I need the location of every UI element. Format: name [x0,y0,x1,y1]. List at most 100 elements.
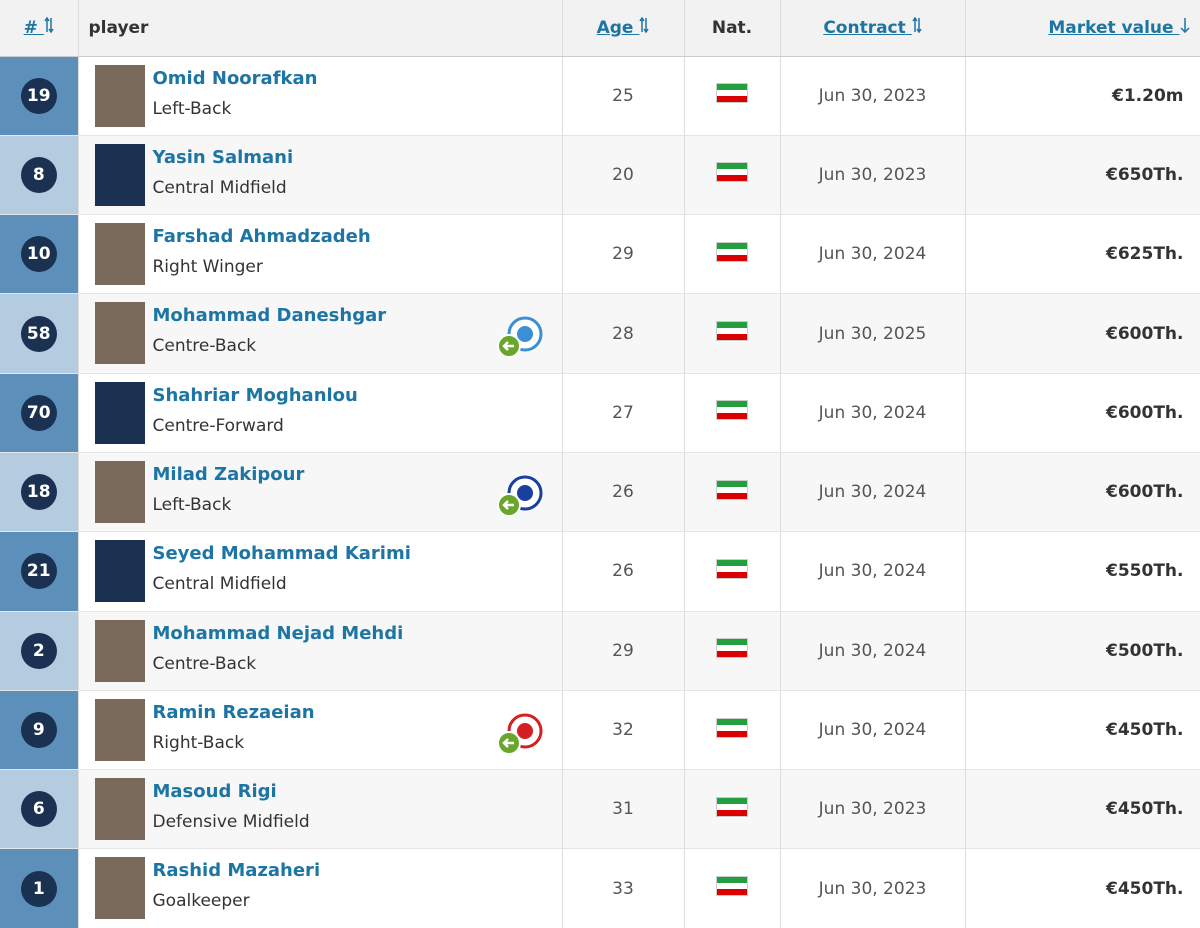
player-row: 70 Shahriar Moghanlou Centre-Forward 27 Jun … [0,373,1200,453]
player-name[interactable]: Farshad Ahmadzadeh [152,226,371,248]
contract: Jun 30, 2024 [780,373,966,453]
table-header: # player Age Nat. Contract Market value [0,0,1200,57]
number-cell: 58 [0,293,79,374]
value-header[interactable]: Market value [965,0,1200,57]
player-row: 2 Mohammad Nejad Mehdi Centre-Back 29 Jun 30… [0,611,1200,691]
player-cell: Omid Noorafkan Left-Back [78,56,563,136]
player-name[interactable]: Rashid Mazaheri [152,860,321,882]
number-cell: 9 [0,690,79,771]
player-row: 10 Farshad Ahmadzadeh Right Winger 29 Jun 30… [0,214,1200,295]
number-cell: 1 [0,848,79,928]
flag-icon [716,876,748,897]
player-position: Left-Back [152,494,232,515]
player-photo [94,302,145,365]
market-value: €500Th. [965,611,1200,691]
sort-icon [1179,18,1190,34]
flag-icon [716,717,748,738]
flag-icon [716,558,748,579]
shirt-number: 70 [20,394,57,431]
number-cell: 70 [0,373,79,453]
player-name[interactable]: Milad Zakipour [152,463,305,485]
player-name[interactable]: Shahriar Moghanlou [152,384,358,406]
header-text[interactable]: # [23,18,38,39]
contract: Jun 30, 2024 [780,531,966,612]
contract: Jun 30, 2023 [780,135,966,216]
player-name[interactable]: Omid Noorafkan [152,67,318,89]
header-text: Nat. [711,17,753,38]
header-text[interactable]: Age [596,18,634,39]
flag-icon [716,400,748,421]
player-cell: Farshad Ahmadzadeh Right Winger [78,214,563,295]
age: 27 [562,373,685,453]
club-icon [496,713,542,755]
player-photo [94,857,145,920]
age: 25 [562,56,685,136]
flag-icon [716,321,748,342]
player-name[interactable]: Ramin Rezaeian [152,701,315,723]
sort-icon [44,16,54,34]
shirt-number: 21 [20,553,57,590]
player-cell: Shahriar Moghanlou Centre-Forward [78,373,563,453]
sort-icon [912,16,922,34]
player-cell: Milad Zakipour Left-Back [78,452,563,533]
player-position: Centre-Back [152,653,257,674]
number-cell: 10 [0,214,79,295]
number-header[interactable]: # [0,0,79,57]
flag-icon [716,241,748,262]
player-photo [94,698,145,761]
player-position: Right-Back [152,732,245,753]
nationality-cell [684,531,781,612]
player-row: 19 Omid Noorafkan Left-Back 25 Jun 30, 2023 €… [0,56,1200,136]
nationality-cell [684,848,781,928]
age: 26 [562,452,685,533]
shirt-number: 19 [20,77,57,114]
nationality-cell [684,56,781,136]
market-value: €450Th. [965,848,1200,928]
player-name[interactable]: Masoud Rigi [152,781,277,803]
flag-icon [716,83,748,104]
number-cell: 18 [0,452,79,533]
player-position: Central Midfield [152,177,287,198]
nationality-cell [684,293,781,374]
flag-icon [716,796,748,817]
contract: Jun 30, 2024 [780,452,966,533]
header-text[interactable]: Market value [1048,18,1174,39]
player-photo [94,381,145,444]
market-value: €450Th. [965,690,1200,771]
number-cell: 19 [0,56,79,136]
player-position: Centre-Back [152,336,257,357]
player-photo [94,64,145,127]
age: 20 [562,135,685,216]
market-value: €600Th. [965,293,1200,374]
player-position: Centre-Forward [152,415,284,436]
age-header[interactable]: Age [562,0,685,57]
age: 28 [562,293,685,374]
contract: Jun 30, 2025 [780,293,966,374]
age: 29 [562,214,685,295]
flag-icon [716,479,748,500]
player-name[interactable]: Mohammad Nejad Mehdi [152,622,404,644]
nationality-cell [684,611,781,691]
header-text: player [88,17,149,38]
market-value: €600Th. [965,373,1200,453]
club-icon [496,316,542,359]
player-cell: Seyed Mohammad Karimi Central Midfield [78,531,563,612]
player-name[interactable]: Yasin Salmani [152,146,294,168]
player-name[interactable]: Mohammad Daneshgar [152,305,387,327]
player-name[interactable]: Seyed Mohammad Karimi [152,543,411,565]
market-value: €450Th. [965,769,1200,850]
player-cell: Yasin Salmani Central Midfield [78,135,563,216]
player-photo [94,778,145,841]
contract-header[interactable]: Contract [780,0,966,57]
player-photo [94,223,145,286]
shirt-number: 8 [20,156,57,193]
number-cell: 21 [0,531,79,612]
header-text[interactable]: Contract [823,18,906,39]
player-photo [94,619,145,682]
club-icon [496,475,542,517]
contract: Jun 30, 2024 [780,690,966,771]
number-cell: 8 [0,135,79,216]
player-cell: Mohammad Nejad Mehdi Centre-Back [78,611,563,691]
